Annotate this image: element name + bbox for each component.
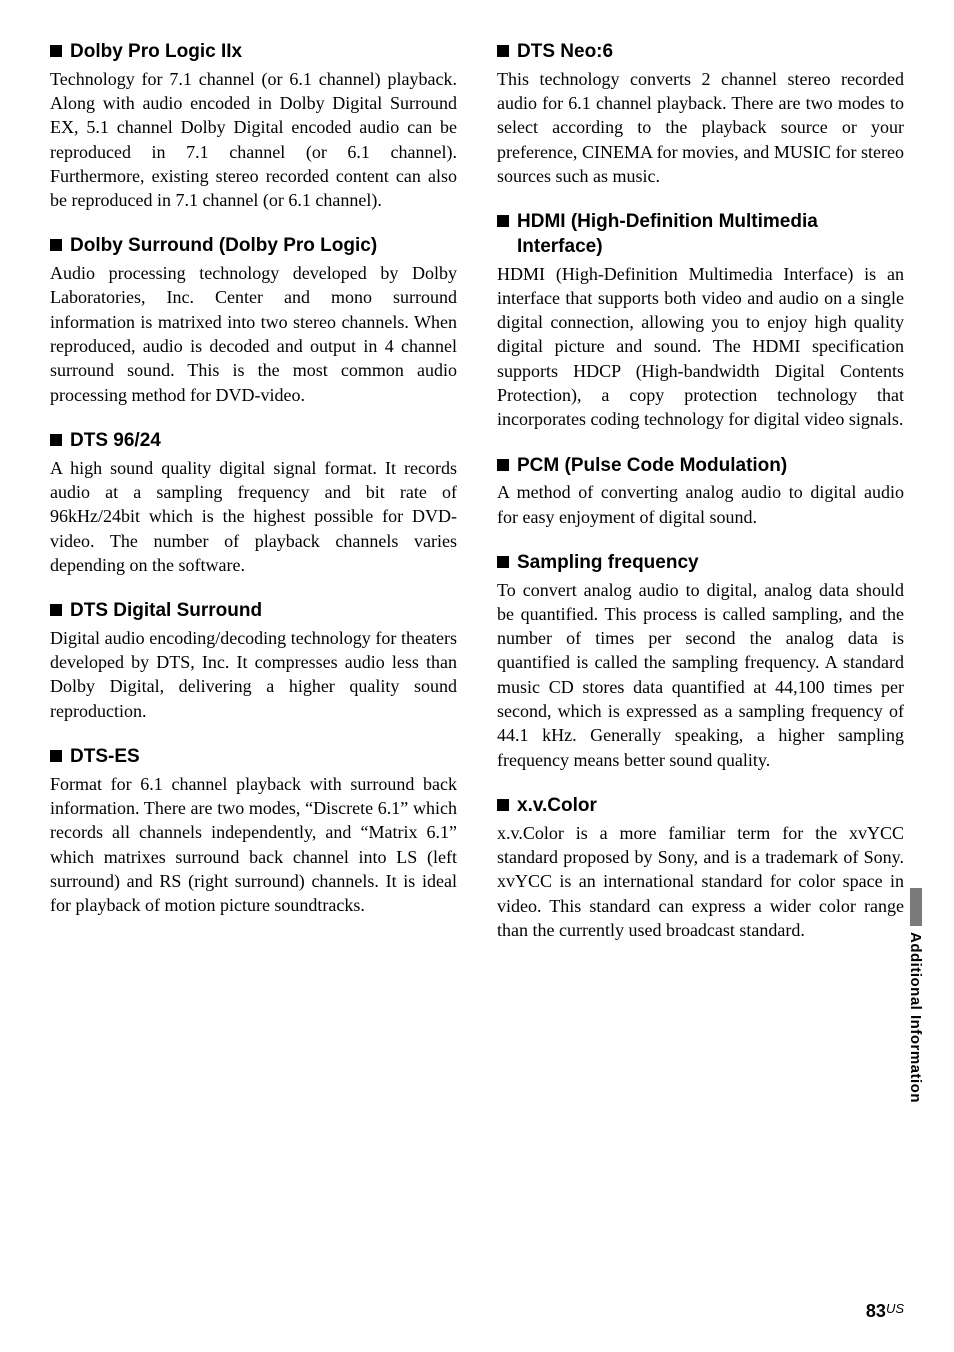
right-column: DTS Neo:6 This technology converts 2 cha…: [497, 40, 904, 964]
content-columns: Dolby Pro Logic IIx Technology for 7.1 c…: [50, 40, 904, 964]
section-heading: PCM (Pulse Code Modulation): [497, 454, 904, 479]
heading-text: Dolby Pro Logic IIx: [70, 40, 457, 65]
section-heading: DTS-ES: [50, 745, 457, 770]
heading-text: Dolby Surround (Dolby Pro Logic): [70, 234, 457, 259]
section-heading: Sampling frequency: [497, 551, 904, 576]
section-heading: DTS 96/24: [50, 429, 457, 454]
heading-text: DTS 96/24: [70, 429, 457, 454]
bullet-icon: [50, 45, 62, 57]
section-heading: Dolby Pro Logic IIx: [50, 40, 457, 65]
section-body: Technology for 7.1 channel (or 6.1 chann…: [50, 67, 457, 213]
bullet-icon: [497, 799, 509, 811]
tab-marker: [910, 888, 922, 926]
section-body: Digital audio encoding/decoding technolo…: [50, 626, 457, 723]
glossary-section: Dolby Surround (Dolby Pro Logic) Audio p…: [50, 234, 457, 406]
section-body: A high sound quality digital signal form…: [50, 456, 457, 577]
page-footer: 83US: [866, 1301, 904, 1322]
section-body: A method of converting analog audio to d…: [497, 480, 904, 529]
tab-label: Additional Information: [907, 932, 924, 1103]
glossary-section: DTS 96/24 A high sound quality digital s…: [50, 429, 457, 577]
section-heading: DTS Neo:6: [497, 40, 904, 65]
section-body: To convert analog audio to digital, anal…: [497, 578, 904, 772]
heading-text: DTS Digital Surround: [70, 599, 457, 624]
side-tab: Additional Information: [907, 888, 924, 1103]
glossary-section: PCM (Pulse Code Modulation) A method of …: [497, 454, 904, 529]
bullet-icon: [50, 604, 62, 616]
page-suffix: US: [886, 1301, 904, 1316]
heading-text: HDMI (High-Definition Multimedia Interfa…: [517, 210, 904, 259]
section-body: x.v.Color is a more familiar term for th…: [497, 821, 904, 942]
page-number: 83: [866, 1301, 886, 1321]
section-heading: Dolby Surround (Dolby Pro Logic): [50, 234, 457, 259]
section-heading: DTS Digital Surround: [50, 599, 457, 624]
section-heading: HDMI (High-Definition Multimedia Interfa…: [497, 210, 904, 259]
bullet-icon: [497, 556, 509, 568]
section-heading: x.v.Color: [497, 794, 904, 819]
section-body: Audio processing technology developed by…: [50, 261, 457, 407]
section-body: This technology converts 2 channel stere…: [497, 67, 904, 188]
glossary-section: Sampling frequency To convert analog aud…: [497, 551, 904, 772]
bullet-icon: [497, 215, 509, 227]
bullet-icon: [50, 239, 62, 251]
heading-text: Sampling frequency: [517, 551, 904, 576]
section-body: HDMI (High-Definition Multimedia Interfa…: [497, 262, 904, 432]
heading-text: x.v.Color: [517, 794, 904, 819]
glossary-section: DTS Digital Surround Digital audio encod…: [50, 599, 457, 723]
bullet-icon: [497, 459, 509, 471]
glossary-section: x.v.Color x.v.Color is a more familiar t…: [497, 794, 904, 942]
heading-text: PCM (Pulse Code Modulation): [517, 454, 904, 479]
bullet-icon: [497, 45, 509, 57]
glossary-section: Dolby Pro Logic IIx Technology for 7.1 c…: [50, 40, 457, 212]
glossary-section: DTS-ES Format for 6.1 channel playback w…: [50, 745, 457, 917]
bullet-icon: [50, 434, 62, 446]
bullet-icon: [50, 750, 62, 762]
glossary-section: HDMI (High-Definition Multimedia Interfa…: [497, 210, 904, 431]
glossary-section: DTS Neo:6 This technology converts 2 cha…: [497, 40, 904, 188]
left-column: Dolby Pro Logic IIx Technology for 7.1 c…: [50, 40, 457, 964]
heading-text: DTS Neo:6: [517, 40, 904, 65]
heading-text: DTS-ES: [70, 745, 457, 770]
section-body: Format for 6.1 channel playback with sur…: [50, 772, 457, 918]
